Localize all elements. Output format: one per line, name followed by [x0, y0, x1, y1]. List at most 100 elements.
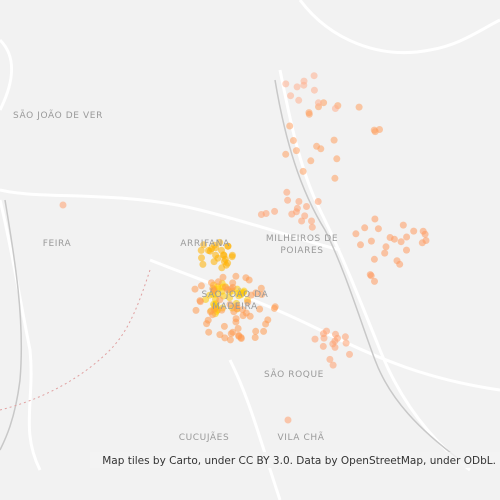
density-dot — [221, 284, 229, 291]
density-dot — [205, 328, 213, 336]
density-dot — [227, 285, 235, 293]
density-dot — [235, 292, 243, 300]
density-dot — [418, 239, 426, 247]
density-dot — [262, 320, 270, 328]
density-dot — [218, 264, 226, 272]
density-dot — [218, 246, 225, 254]
density-dot — [198, 254, 205, 262]
road — [0, 38, 14, 111]
place-label: MILHEIROS DE — [266, 234, 338, 244]
density-dot — [283, 188, 291, 196]
density-dot — [191, 285, 199, 293]
density-dot — [381, 249, 389, 257]
density-dot — [221, 334, 229, 342]
density-dot — [271, 207, 279, 215]
density-dot — [334, 334, 341, 342]
density-dot — [235, 332, 243, 340]
density-dot — [216, 331, 224, 339]
density-dot — [295, 198, 303, 205]
density-dot — [295, 96, 303, 104]
density-dot — [314, 198, 322, 205]
density-dot — [196, 298, 204, 306]
density-dot — [210, 287, 218, 295]
density-dot — [403, 246, 410, 254]
density-dot — [310, 72, 318, 80]
density-dot — [220, 258, 228, 266]
density-dot — [286, 122, 294, 130]
road — [228, 359, 282, 500]
density-dot — [218, 306, 226, 314]
density-dot — [341, 333, 349, 341]
place-label: VILA CHÃ — [277, 432, 324, 443]
density-dot — [367, 237, 375, 245]
density-dot — [219, 273, 227, 281]
density-dot — [204, 316, 212, 324]
place-label: FEIRA — [43, 239, 72, 249]
density-dot — [292, 147, 300, 155]
place-label: CUCUJÃES — [179, 432, 230, 443]
density-dot — [284, 196, 292, 204]
density-layer — [59, 72, 430, 424]
density-dot — [199, 260, 207, 268]
density-dot — [256, 305, 264, 313]
density-dot — [230, 308, 238, 316]
density-dot — [393, 257, 401, 265]
density-dot — [399, 221, 407, 229]
attribution-background — [90, 452, 500, 468]
density-dot — [282, 80, 290, 88]
density-dot — [234, 325, 242, 332]
place-labels: SÃO JOÃO DE VER FEIRA ARRIFANA MILHEIROS DE… — [13, 110, 338, 443]
density-dot — [59, 201, 67, 209]
density-dot — [357, 241, 364, 249]
road — [0, 199, 42, 471]
density-dot — [197, 282, 205, 290]
density-dot — [300, 77, 308, 85]
density-dot — [326, 355, 334, 363]
density-dot — [397, 238, 405, 246]
density-dot — [232, 272, 240, 280]
density-dot — [252, 289, 260, 297]
density-dot — [287, 92, 295, 100]
density-dot — [320, 334, 328, 342]
density-dot — [239, 306, 246, 314]
place-label: SÃO ROQUE — [264, 369, 324, 380]
density-dot — [331, 105, 339, 112]
density-dot — [308, 217, 315, 225]
density-dot — [305, 109, 313, 117]
place-label: MADEIRA — [212, 302, 258, 312]
density-dot — [260, 327, 268, 335]
density-dot — [323, 327, 330, 335]
density-dot — [284, 416, 292, 424]
density-dot — [210, 258, 218, 266]
density-dot — [226, 300, 234, 308]
density-dot — [301, 212, 309, 220]
density-dot — [212, 251, 220, 259]
road — [149, 258, 500, 392]
density-dot — [374, 225, 382, 233]
density-dot — [410, 227, 418, 235]
density-dot — [229, 279, 237, 287]
density-dot — [403, 233, 411, 241]
density-dot — [355, 103, 363, 111]
density-dot — [331, 174, 339, 182]
road — [0, 188, 341, 252]
highway — [0, 199, 23, 451]
density-dot — [314, 99, 322, 107]
density-dot — [371, 277, 378, 285]
density-dot — [257, 211, 265, 218]
density-dot — [319, 342, 327, 350]
density-dot — [311, 335, 319, 343]
density-dot — [216, 238, 224, 246]
density-dot — [271, 303, 279, 311]
density-dot — [371, 215, 379, 223]
density-dot — [227, 330, 235, 338]
density-dot — [226, 336, 234, 344]
highways — [0, 79, 461, 461]
density-dot — [419, 227, 427, 235]
density-dot — [320, 99, 328, 107]
density-dot — [329, 361, 337, 369]
density-dot — [310, 86, 318, 94]
density-dot — [370, 255, 378, 263]
density-dot — [329, 340, 337, 348]
